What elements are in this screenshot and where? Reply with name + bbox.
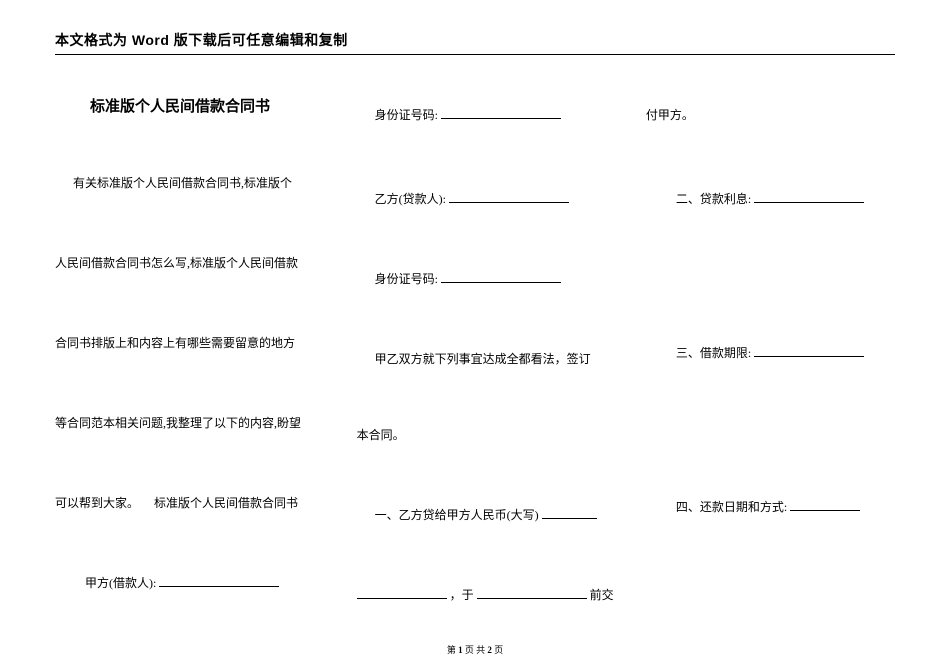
- intro-text-5a: 可以帮到大家。: [55, 496, 139, 510]
- column-1: 标准版个人民间借款合同书 有关标准版个人民间借款合同书,标准版个 人民间借款合同…: [55, 95, 317, 607]
- intro-paragraph-4: 等合同范本相关问题,我整理了以下的内容,盼望: [55, 411, 317, 435]
- clause-3-blank: [754, 344, 864, 357]
- clause-4-label: 四、还款日期和方式:: [676, 500, 790, 514]
- agreement-line-2: 本合同。: [357, 423, 606, 447]
- deliver-line: 付甲方。: [646, 103, 895, 127]
- document-title: 标准版个人民间借款合同书: [90, 95, 317, 116]
- clause-3-label: 三、借款期限:: [676, 346, 754, 360]
- agreement-line-1: 甲乙双方就下列事宜达成全都看法，签订: [375, 347, 606, 371]
- clause-1-amount-blank: [542, 506, 597, 519]
- clause-2-label: 二、贷款利息:: [676, 192, 754, 206]
- column-3: 付甲方。 二、贷款利息: 三、借款期限: 四、还款日期和方式:: [646, 95, 895, 607]
- document-page: 本文格式为 Word 版下载后可任意编辑和复制 标准版个人民间借款合同书 有关标…: [0, 0, 950, 672]
- footer-text-c: 页 共: [463, 645, 488, 655]
- id-number-a-blank: [441, 106, 561, 119]
- format-header: 本文格式为 Word 版下载后可任意编辑和复制: [55, 30, 895, 55]
- party-b-line: 乙方(贷款人):: [375, 187, 606, 211]
- clause-4-blank: [790, 498, 860, 511]
- clause-2-line: 二、贷款利息:: [676, 187, 895, 211]
- clause-4-line: 四、还款日期和方式:: [676, 495, 895, 519]
- id-number-a-label: 身份证号码:: [375, 108, 441, 122]
- intro-paragraph-1: 有关标准版个人民间借款合同书,标准版个: [73, 171, 317, 195]
- clause-1-blank-a: [357, 586, 447, 599]
- clause-3-line: 三、借款期限:: [676, 341, 895, 365]
- clause-1-continue: ，于 前交: [357, 583, 606, 607]
- clause-1-line: 一、乙方贷给甲方人民币(大写): [375, 503, 606, 527]
- party-b-label: 乙方(贷款人):: [375, 192, 449, 206]
- clause-1-label: 一、乙方贷给甲方人民币(大写): [375, 508, 539, 522]
- footer-text-e: 页: [492, 645, 503, 655]
- id-number-b-blank: [441, 270, 561, 283]
- content-columns: 标准版个人民间借款合同书 有关标准版个人民间借款合同书,标准版个 人民间借款合同…: [55, 95, 895, 607]
- party-b-blank: [449, 190, 569, 203]
- party-a-line: 甲方(借款人):: [85, 571, 317, 595]
- column-2: 身份证号码: 乙方(贷款人): 身份证号码: 甲乙双方就下列事宜达成全都看法，签…: [357, 95, 606, 607]
- party-a-label: 甲方(借款人):: [85, 576, 159, 590]
- page-footer: 第 1 页 共 2 页: [0, 643, 950, 656]
- id-number-b-line: 身份证号码:: [375, 267, 606, 291]
- party-a-blank: [159, 574, 279, 587]
- footer-text-a: 第: [447, 645, 458, 655]
- intro-paragraph-3: 合同书排版上和内容上有哪些需要留意的地方: [55, 331, 317, 355]
- clause-1-text-b: 前交: [590, 588, 614, 602]
- clause-1-text-a: ，于: [450, 588, 474, 602]
- intro-text-5b: 标准版个人民间借款合同书: [154, 496, 298, 510]
- intro-paragraph-2: 人民间借款合同书怎么写,标准版个人民间借款: [55, 251, 317, 275]
- clause-2-blank: [754, 190, 864, 203]
- id-number-b-label: 身份证号码:: [375, 272, 441, 286]
- id-number-a-line: 身份证号码:: [375, 103, 606, 127]
- clause-1-blank-b: [477, 586, 587, 599]
- intro-paragraph-5: 可以帮到大家。 标准版个人民间借款合同书: [55, 491, 317, 515]
